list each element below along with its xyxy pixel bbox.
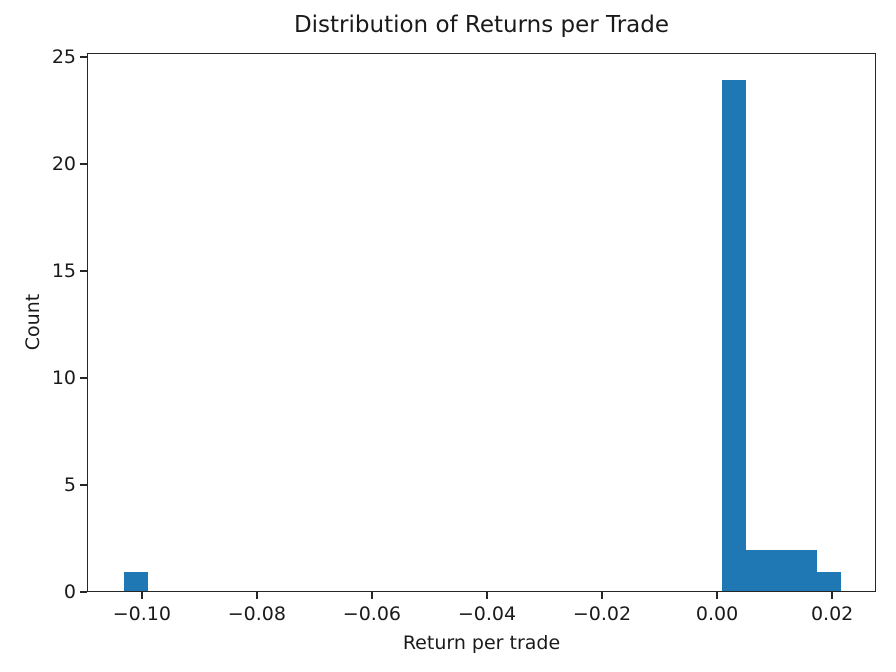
plot-area xyxy=(87,53,876,592)
y-tick xyxy=(80,377,87,379)
chart-title: Distribution of Returns per Trade xyxy=(293,12,670,38)
histogram-bar xyxy=(123,571,148,591)
y-tick xyxy=(80,270,87,272)
x-tick-label: −0.06 xyxy=(342,603,402,625)
x-tick xyxy=(371,592,373,599)
x-tick xyxy=(601,592,603,599)
histogram-bar xyxy=(769,550,794,591)
y-tick-label: 0 xyxy=(63,581,76,603)
x-tick xyxy=(831,592,833,599)
x-tick xyxy=(256,592,258,599)
y-tick-label: 15 xyxy=(51,260,76,283)
x-tick-label: 0.02 xyxy=(810,603,854,625)
histogram-bar xyxy=(817,571,842,591)
y-axis-label: Count xyxy=(22,293,44,351)
x-tick-label: −0.02 xyxy=(572,603,632,625)
x-tick-label: 0.00 xyxy=(695,603,739,625)
histogram-bar xyxy=(745,550,770,591)
x-tick-label: −0.10 xyxy=(112,603,171,625)
y-tick-label: 5 xyxy=(63,474,76,497)
y-tick-label: 25 xyxy=(51,46,76,69)
x-axis-label: Return per trade xyxy=(402,632,561,654)
x-tick xyxy=(141,592,143,599)
x-tick-label: −0.08 xyxy=(227,603,286,625)
x-tick-label: −0.04 xyxy=(457,603,517,625)
y-tick xyxy=(80,163,87,165)
y-tick-label: 10 xyxy=(51,367,76,390)
y-tick xyxy=(80,56,87,59)
bars-layer xyxy=(88,54,875,591)
histogram-bar xyxy=(793,550,818,591)
y-tick xyxy=(80,591,87,593)
x-tick xyxy=(716,592,718,599)
histogram-bar xyxy=(721,79,746,591)
y-tick xyxy=(80,484,87,486)
y-tick-label: 20 xyxy=(51,153,76,176)
x-tick xyxy=(486,592,488,599)
